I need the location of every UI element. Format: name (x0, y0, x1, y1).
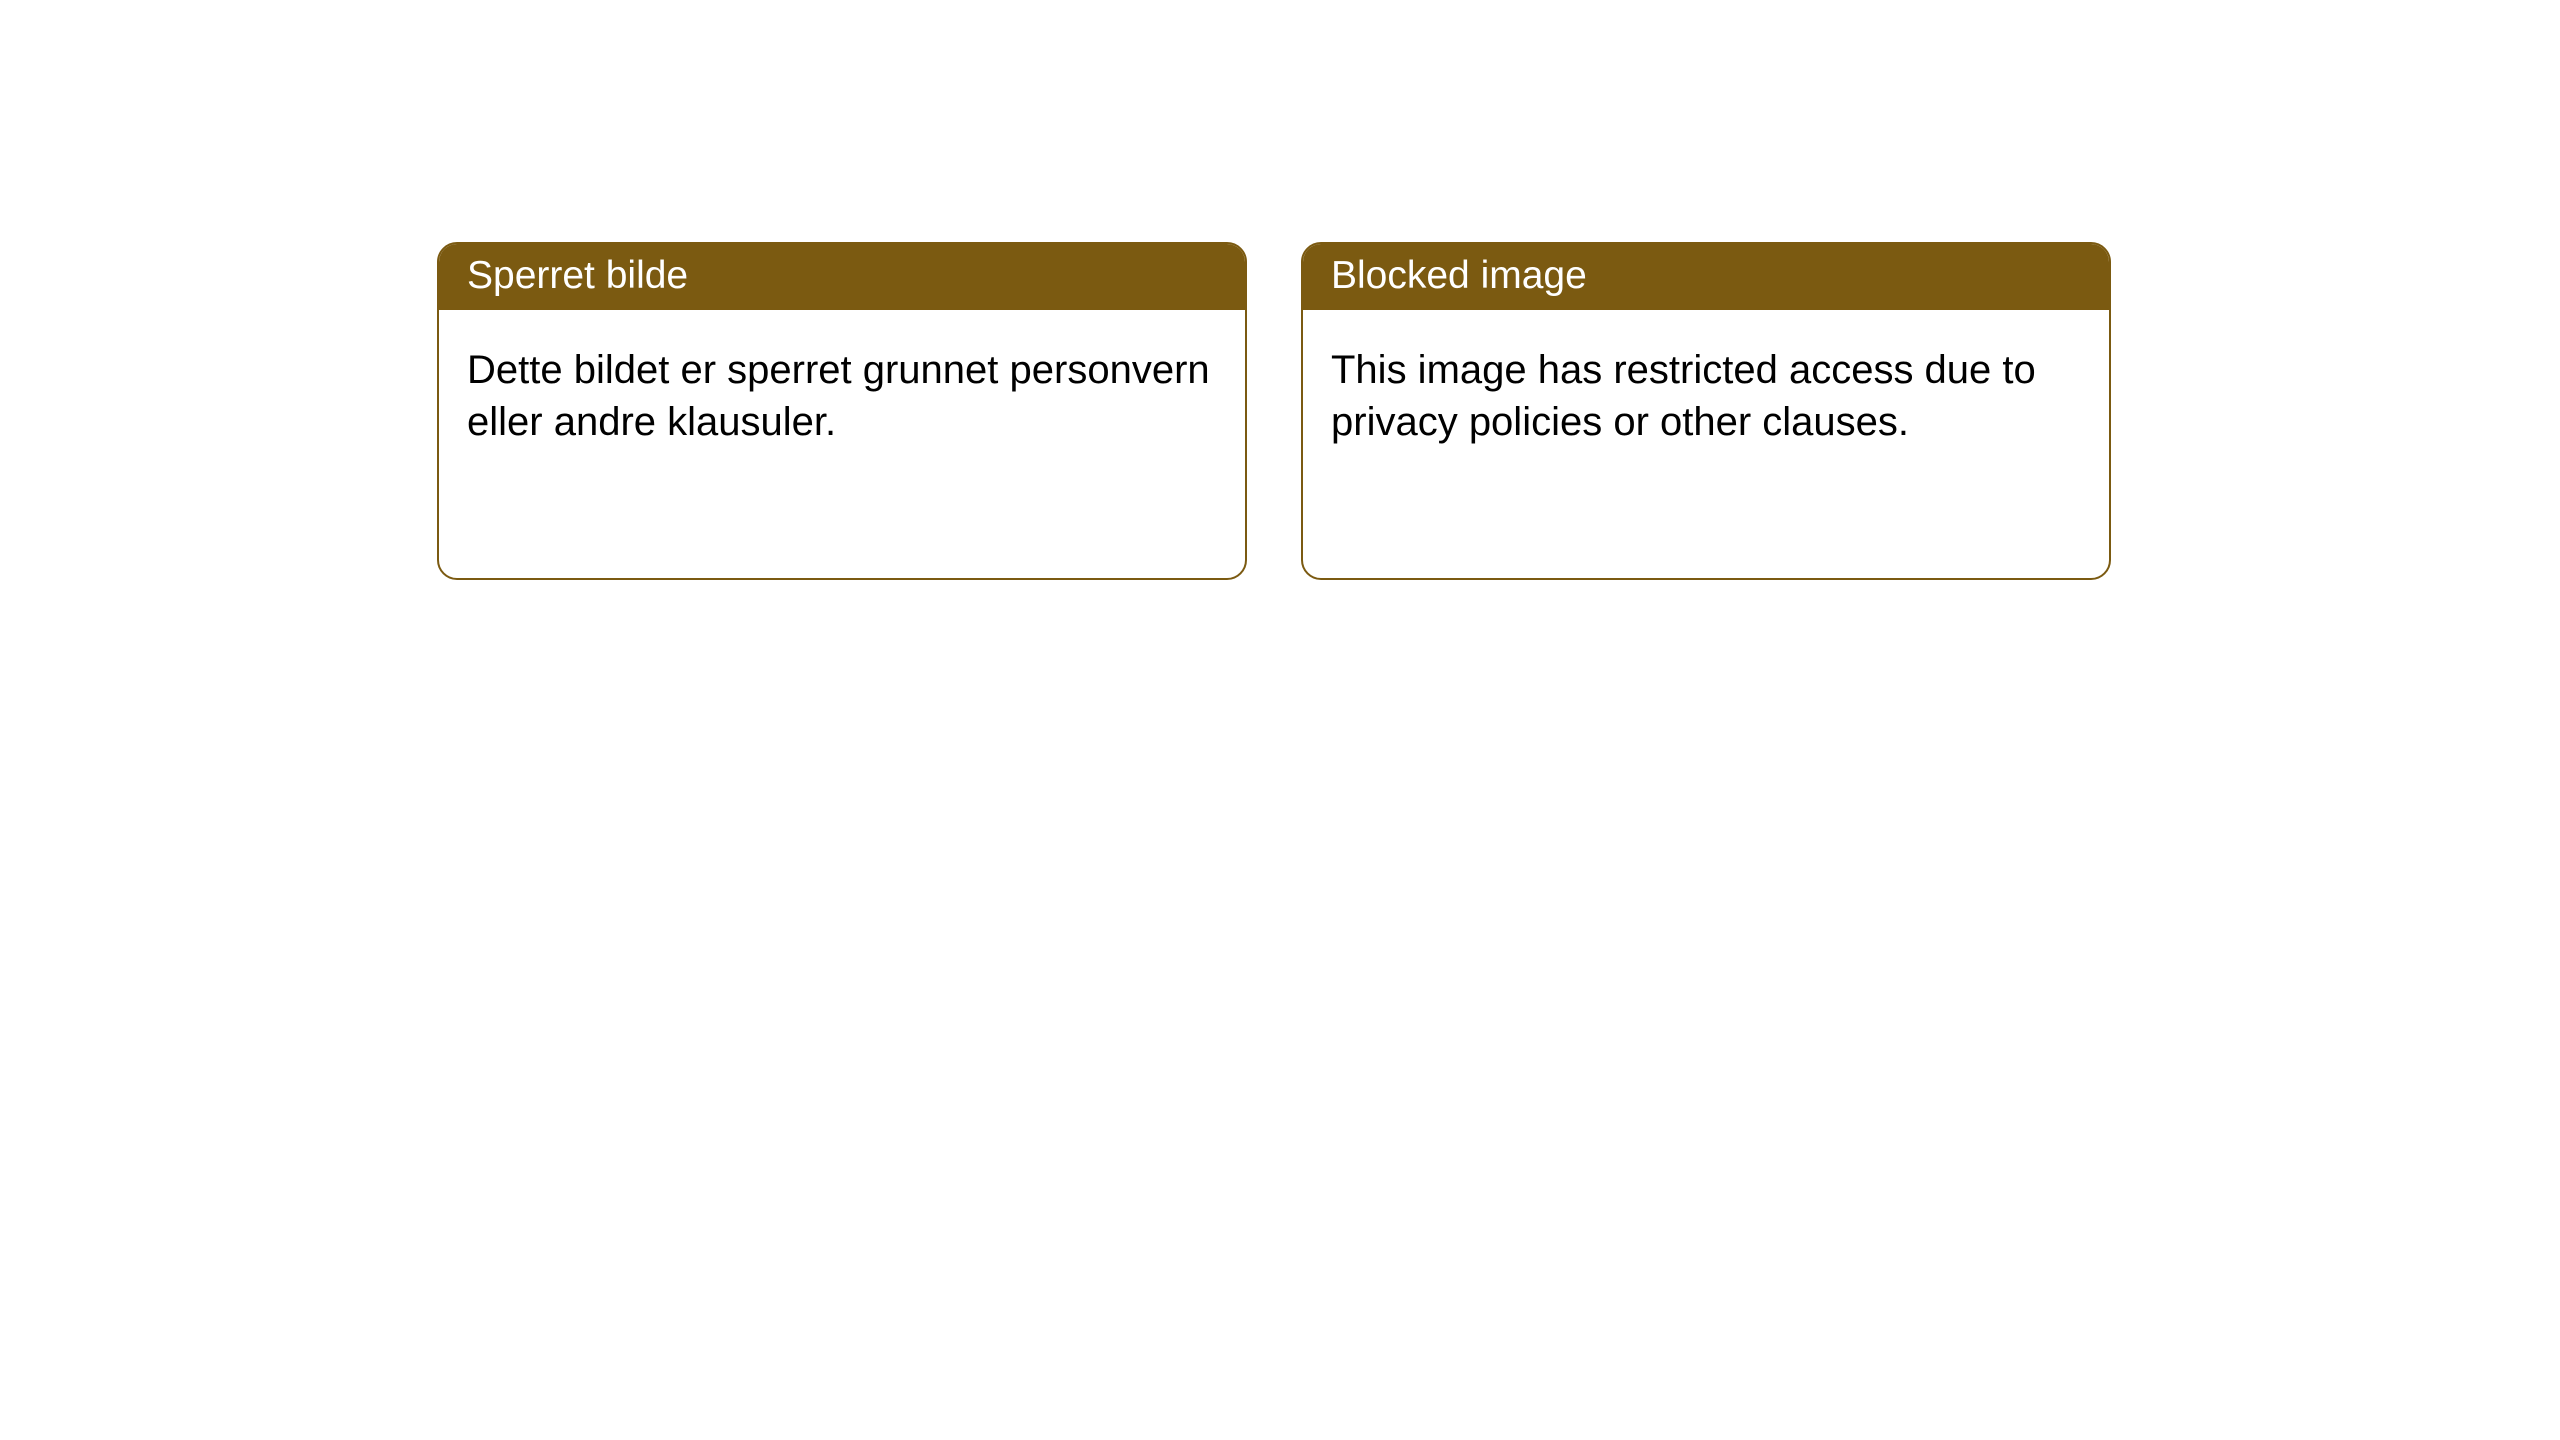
notice-header-english: Blocked image (1303, 244, 2109, 310)
notice-container: Sperret bilde Dette bildet er sperret gr… (0, 0, 2560, 580)
notice-header-norwegian: Sperret bilde (439, 244, 1245, 310)
notice-card-norwegian: Sperret bilde Dette bildet er sperret gr… (437, 242, 1247, 580)
notice-title-norwegian: Sperret bilde (467, 254, 688, 297)
notice-body-english: This image has restricted access due to … (1303, 310, 2109, 483)
notice-body-norwegian: Dette bildet er sperret grunnet personve… (439, 310, 1245, 483)
notice-text-norwegian: Dette bildet er sperret grunnet personve… (467, 348, 1210, 444)
notice-title-english: Blocked image (1331, 254, 1587, 297)
notice-card-english: Blocked image This image has restricted … (1301, 242, 2111, 580)
notice-text-english: This image has restricted access due to … (1331, 348, 2036, 444)
